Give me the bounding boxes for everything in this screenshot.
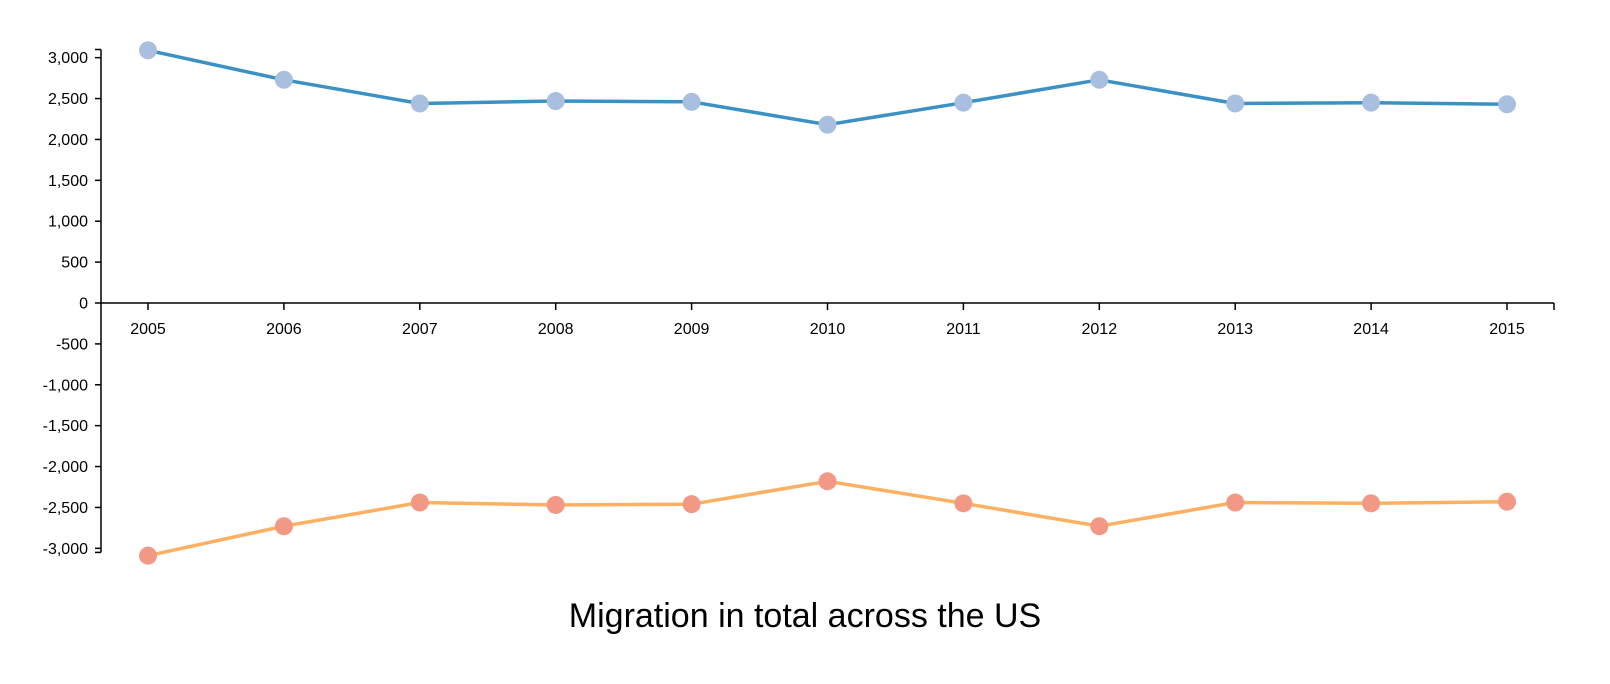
x-tick-label: 2010 — [810, 321, 846, 338]
data-point[interactable] — [410, 94, 429, 113]
data-point[interactable] — [274, 70, 293, 89]
chart-title: Migration in total across the US — [569, 597, 1041, 635]
data-point[interactable] — [1090, 70, 1109, 89]
x-tick-label: 2006 — [266, 321, 302, 338]
data-point[interactable] — [274, 517, 293, 536]
y-tick-label: -2,500 — [43, 500, 88, 517]
data-point[interactable] — [546, 92, 565, 111]
y-tick-label: 3,000 — [48, 50, 88, 67]
data-point[interactable] — [1090, 517, 1109, 536]
y-tick-label: 500 — [61, 255, 88, 272]
series-line — [146, 479, 1509, 558]
data-point[interactable] — [546, 495, 565, 514]
x-tick-label: 2007 — [402, 321, 438, 338]
y-tick-label: -1,500 — [43, 418, 88, 435]
y-tick-label: -500 — [56, 336, 88, 353]
x-tick-label: 2013 — [1217, 321, 1253, 338]
data-point[interactable] — [139, 41, 157, 60]
x-tick-label: 2015 — [1489, 321, 1525, 338]
x-tick-label: 2009 — [674, 321, 710, 338]
y-tick-label: 2,500 — [48, 91, 88, 108]
data-point[interactable] — [818, 472, 837, 491]
series-line — [146, 48, 1509, 127]
y-tick-label: -3,000 — [43, 541, 88, 558]
data-point[interactable] — [1362, 494, 1381, 513]
y-tick-label: -2,000 — [43, 459, 88, 476]
data-point[interactable] — [1226, 493, 1245, 512]
y-tick-label: 0 — [79, 296, 88, 313]
data-point[interactable] — [818, 115, 837, 134]
x-tick-label: 2011 — [946, 321, 981, 338]
data-point[interactable] — [682, 92, 701, 111]
data-point[interactable] — [139, 546, 157, 565]
y-tick-label: 2,000 — [48, 132, 88, 149]
series-1 — [139, 41, 1516, 134]
data-point[interactable] — [954, 93, 973, 112]
data-point[interactable] — [682, 495, 701, 514]
data-point[interactable] — [410, 493, 429, 512]
data-point[interactable] — [1498, 95, 1516, 114]
series-2 — [139, 472, 1516, 565]
data-point[interactable] — [1226, 94, 1245, 113]
x-axis: 2005 2006 2007 2008 2009 2010 2011 2012 2013 2014… — [101, 302, 1555, 338]
x-tick-label: 2008 — [538, 321, 574, 338]
series-layer — [139, 41, 1516, 565]
x-tick-label: 2005 — [130, 321, 166, 338]
data-point[interactable] — [1362, 93, 1381, 112]
data-point[interactable] — [954, 494, 973, 513]
x-tick-label: 2012 — [1082, 321, 1118, 338]
y-tick-label: 1,000 — [48, 214, 88, 231]
y-axis: 3,000 2,500 2,000 1,500 1,000 500 0 -500 -1,000 -… — [43, 48, 102, 558]
y-tick-label: 1,500 — [48, 173, 88, 190]
y-tick-label: -1,000 — [43, 377, 88, 394]
x-tick-label: 2014 — [1353, 321, 1389, 338]
data-point[interactable] — [1498, 492, 1516, 511]
